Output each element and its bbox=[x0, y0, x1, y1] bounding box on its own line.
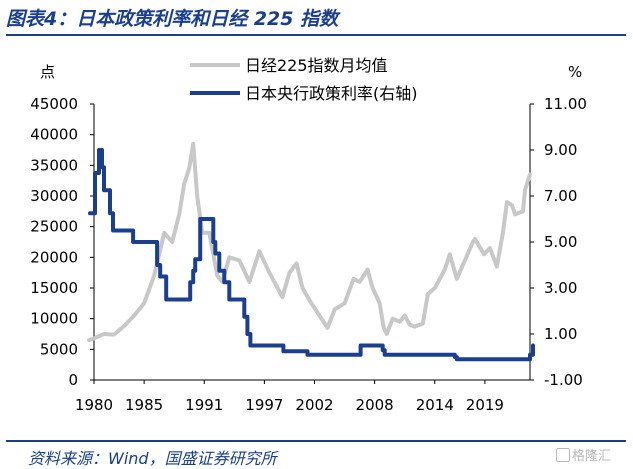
right-tick-label: 7.00 bbox=[544, 187, 577, 205]
left-tick-label: 30000 bbox=[30, 187, 78, 205]
policy-rate-line bbox=[88, 148, 535, 362]
watermark-logo-icon bbox=[556, 448, 570, 462]
chart-plot: 45000 40000 35000 30000 25000 20000 15000 10000… bbox=[30, 56, 587, 414]
right-tick-label: 1.00 bbox=[544, 325, 577, 343]
x-tick-label: 1985 bbox=[125, 396, 163, 414]
right-axis-unit: % bbox=[568, 63, 582, 81]
x-tick-label: 2008 bbox=[356, 396, 394, 414]
source-note: 资料来源：Wind，国盛证券研究所 bbox=[28, 449, 277, 468]
left-tick-label: 10000 bbox=[30, 310, 78, 328]
x-tick-label: 1980 bbox=[75, 396, 113, 414]
left-tick-label: 40000 bbox=[30, 126, 78, 144]
left-tick-label: 45000 bbox=[30, 95, 78, 113]
x-tick-label: 1997 bbox=[245, 396, 283, 414]
right-tick-label: 5.00 bbox=[544, 233, 577, 251]
legend-label-policy-rate: 日本央行政策利率(右轴) bbox=[245, 84, 418, 103]
left-tick-label: 25000 bbox=[30, 218, 78, 236]
right-tick-label: 9.00 bbox=[544, 141, 577, 159]
x-tick-label: 1991 bbox=[185, 396, 223, 414]
x-tick-label: 2014 bbox=[416, 396, 454, 414]
x-tick-label: 2002 bbox=[295, 396, 333, 414]
nikkei-225-line bbox=[87, 141, 532, 343]
axes: 45000 40000 35000 30000 25000 20000 15000 10000… bbox=[30, 95, 587, 414]
left-tick-label: 5000 bbox=[40, 340, 78, 358]
watermark: 格隆汇 bbox=[556, 445, 611, 464]
legend-label-nikkei: 日经225指数月均值 bbox=[245, 56, 388, 75]
figure-title: 图表4：日本政策利率和日经 225 指数 bbox=[6, 8, 339, 30]
left-tick-label: 0 bbox=[68, 371, 78, 389]
x-tick-label: 2019 bbox=[466, 396, 504, 414]
series-lines bbox=[87, 141, 535, 362]
footer-rule bbox=[6, 440, 626, 442]
left-tick-label: 15000 bbox=[30, 279, 78, 297]
watermark-text: 格隆汇 bbox=[572, 449, 612, 464]
title-underline bbox=[6, 34, 626, 36]
left-axis-unit: 点 bbox=[40, 63, 55, 81]
right-tick-label: -1.00 bbox=[544, 371, 583, 389]
right-tick-label: 3.00 bbox=[544, 279, 577, 297]
left-tick-label: 35000 bbox=[30, 156, 78, 174]
right-tick-label: 11.00 bbox=[544, 95, 587, 113]
left-tick-label: 20000 bbox=[30, 248, 78, 266]
